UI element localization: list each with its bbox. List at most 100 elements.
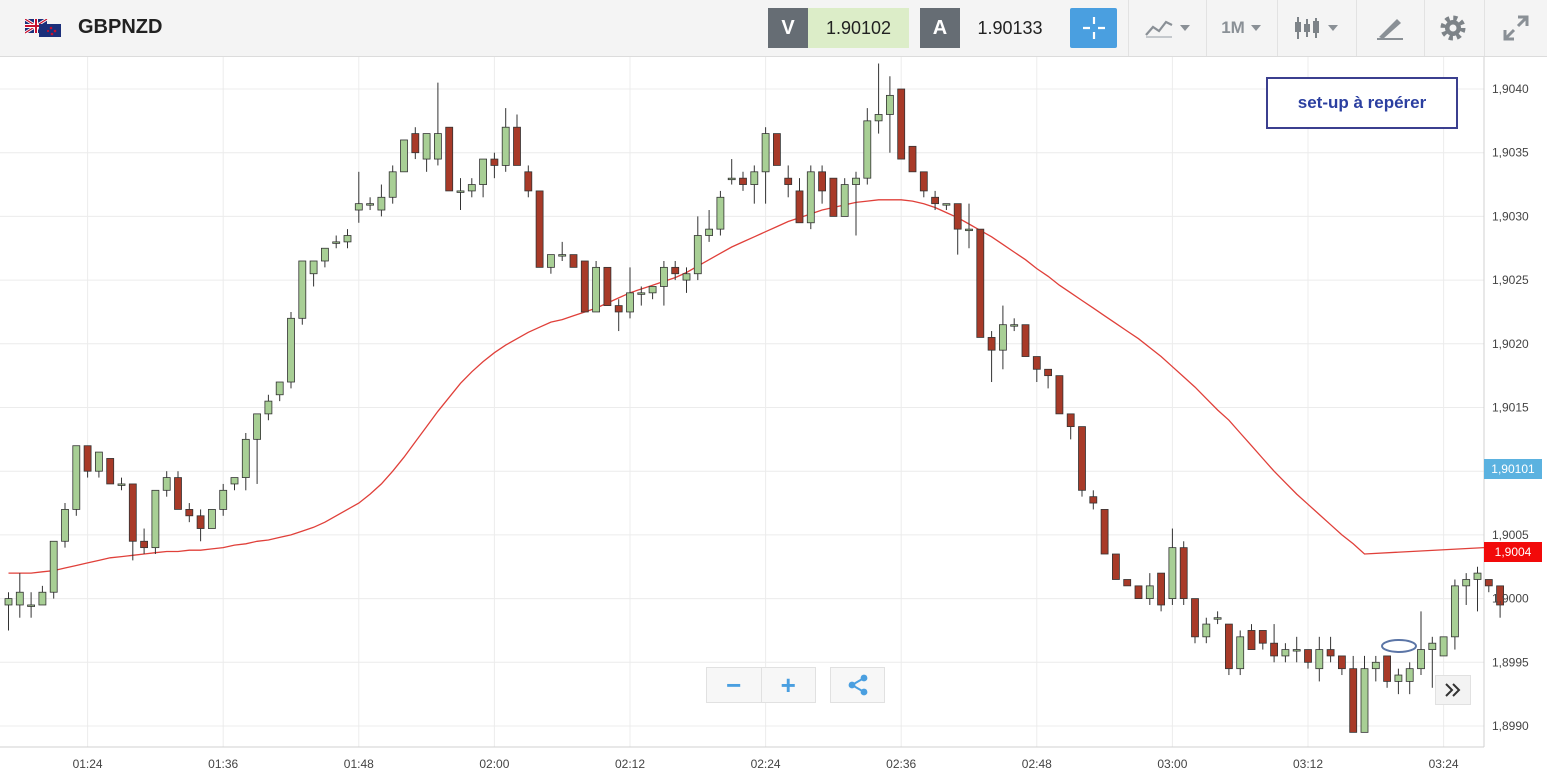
bullish-candle [151, 489, 160, 555]
chart-type-button[interactable] [1136, 8, 1198, 48]
crosshair-button[interactable] [1070, 8, 1117, 48]
bullish-candle [1292, 636, 1301, 663]
candle-body [388, 171, 397, 198]
candle-body [558, 254, 567, 257]
candle-body [106, 458, 115, 485]
bullish-candle [1168, 528, 1177, 605]
bullish-candle [648, 286, 657, 300]
candle-body [840, 184, 849, 217]
candle-body [897, 88, 906, 160]
candle-body [1315, 649, 1324, 670]
chart-type-icon [1145, 20, 1173, 38]
bearish-candle [1021, 324, 1030, 357]
buy-label[interactable]: A [920, 8, 960, 48]
bearish-candle [411, 127, 420, 160]
candle-body [433, 133, 442, 160]
buy-price[interactable]: 1.90133 [960, 8, 1060, 48]
bullish-candle [660, 260, 668, 306]
candle-body [1405, 668, 1414, 682]
settings-button[interactable] [1430, 8, 1476, 48]
candle-body [671, 266, 680, 275]
timeframe-selector[interactable]: 1M [1212, 8, 1270, 48]
expand-button[interactable] [1492, 8, 1540, 48]
candle-body [942, 203, 951, 206]
bearish-candle [1134, 585, 1143, 599]
candle-body [1383, 655, 1391, 682]
bullish-candle [162, 471, 171, 497]
x-tick-label: 03:00 [1157, 757, 1187, 771]
candle-body [309, 260, 318, 275]
candle-body [626, 292, 634, 313]
bullish-candle [1213, 611, 1222, 625]
bullish-candle [207, 509, 216, 529]
bullish-candle [693, 216, 702, 281]
bullish-candle [840, 178, 849, 217]
candles-button[interactable] [1284, 8, 1346, 48]
candle-body [1100, 509, 1109, 555]
candle-body [275, 381, 284, 396]
candle-body [1213, 617, 1222, 620]
x-tick-label: 02:12 [615, 757, 645, 771]
candle-body [320, 247, 329, 262]
zoom-out-button[interactable]: − [707, 668, 762, 702]
bearish-candle [1179, 541, 1188, 605]
bullish-candle [253, 413, 262, 484]
y-tick-label: 1,9015 [1492, 401, 1529, 415]
candlestick-chart[interactable]: 1,89901,89951,90001,90051,90101,90151,90… [0, 57, 1547, 782]
y-tick-label: 1,9025 [1492, 273, 1529, 287]
bullish-candle [705, 210, 713, 242]
bullish-candle [309, 260, 318, 287]
bearish-candle [1304, 649, 1312, 669]
bearish-candle [1078, 426, 1086, 497]
bullish-candle [27, 592, 36, 618]
candle-body [1021, 324, 1030, 357]
candle-body [4, 598, 13, 606]
zoom-in-button[interactable]: + [780, 670, 796, 700]
candle-body [219, 489, 228, 510]
candle-body [1179, 547, 1188, 600]
bullish-candle [852, 171, 860, 236]
bullish-candle [558, 241, 567, 261]
candle-body [1258, 630, 1267, 644]
sell-price[interactable]: 1.90102 [808, 8, 909, 48]
candle-body [38, 591, 47, 606]
bullish-candle [422, 133, 431, 172]
candle-body [1032, 356, 1041, 370]
bullish-candle [626, 267, 634, 319]
candle-body [648, 286, 657, 294]
candle-body [795, 190, 804, 224]
bearish-candle [603, 266, 612, 306]
candle-body [637, 292, 646, 295]
bullish-candle [682, 267, 691, 293]
drawing-tools-button[interactable] [1364, 8, 1416, 48]
candle-body [682, 273, 691, 281]
bullish-candle [1451, 579, 1459, 650]
bullish-candle [592, 260, 600, 313]
candles-icon [1295, 17, 1319, 39]
candle-body [513, 126, 521, 166]
candle-body [422, 133, 431, 160]
bullish-candle [343, 229, 352, 249]
scroll-to-latest-button[interactable] [1435, 675, 1471, 705]
candle-body [761, 133, 770, 173]
candle-body [547, 254, 555, 268]
bearish-candle [784, 165, 793, 198]
candle-body [660, 266, 668, 287]
y-tick-label: 1,9030 [1492, 209, 1529, 223]
bearish-candle [818, 165, 826, 204]
candle-body [1055, 375, 1064, 415]
candle-body [196, 515, 205, 529]
candle-body [874, 114, 883, 122]
bearish-candle [569, 254, 578, 268]
candle-body [1304, 649, 1312, 663]
setup-annotation[interactable]: set-up à repérer [1266, 77, 1458, 129]
expand-icon [1503, 15, 1529, 41]
bearish-candle [513, 114, 521, 166]
sell-label[interactable]: V [768, 8, 808, 48]
candle-body [1439, 636, 1448, 657]
share-button[interactable] [830, 667, 885, 703]
bullish-candle [965, 203, 973, 249]
double-chevron-right-icon [1445, 683, 1461, 697]
y-tick-label: 1,8990 [1492, 719, 1529, 733]
bearish-candle [524, 165, 533, 198]
